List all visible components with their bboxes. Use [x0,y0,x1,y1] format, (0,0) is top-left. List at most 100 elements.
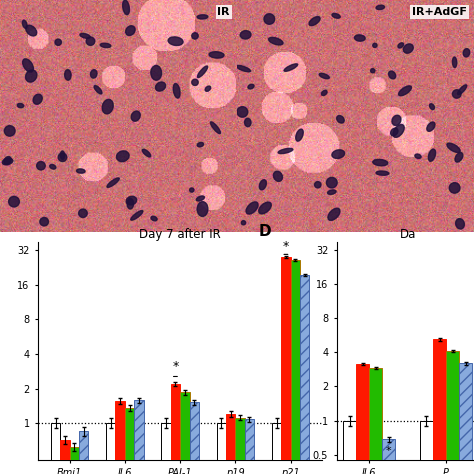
Ellipse shape [4,156,11,164]
Bar [446,351,459,474]
Text: *: * [283,240,289,253]
Ellipse shape [427,122,435,131]
Ellipse shape [296,129,303,141]
Bar [245,419,254,474]
Text: *: * [173,360,179,373]
Ellipse shape [328,190,336,194]
Ellipse shape [197,142,203,147]
Bar [343,420,356,474]
Ellipse shape [126,196,137,205]
Ellipse shape [26,25,36,36]
Ellipse shape [58,153,67,162]
Ellipse shape [376,5,384,9]
Ellipse shape [23,59,34,72]
Ellipse shape [393,125,404,137]
Ellipse shape [315,182,321,188]
Ellipse shape [9,196,19,207]
Ellipse shape [428,149,436,161]
Bar [369,368,382,474]
Ellipse shape [123,0,129,15]
Ellipse shape [328,208,340,220]
Bar [171,384,180,474]
Ellipse shape [40,218,48,226]
Ellipse shape [117,151,129,162]
Ellipse shape [327,177,337,188]
Ellipse shape [131,210,143,220]
Ellipse shape [241,221,246,225]
Ellipse shape [33,94,42,104]
Ellipse shape [269,37,283,45]
Bar [382,439,395,474]
Ellipse shape [196,196,204,201]
Ellipse shape [398,43,403,48]
Ellipse shape [64,70,71,80]
Ellipse shape [2,158,13,165]
Text: *: * [386,447,392,456]
Bar [190,402,199,474]
Ellipse shape [355,35,365,41]
Ellipse shape [376,171,389,175]
Ellipse shape [391,128,398,136]
Ellipse shape [210,122,220,134]
Ellipse shape [4,126,15,136]
Ellipse shape [126,26,135,36]
Ellipse shape [389,71,396,79]
Ellipse shape [248,84,254,89]
Ellipse shape [284,64,298,71]
Ellipse shape [259,202,271,214]
Ellipse shape [17,103,24,108]
Ellipse shape [192,33,198,39]
Ellipse shape [392,115,401,126]
Ellipse shape [151,216,157,221]
Ellipse shape [332,13,340,18]
Ellipse shape [264,14,275,24]
Bar [272,423,281,474]
Bar [106,423,116,474]
Ellipse shape [107,178,119,187]
Bar [236,418,245,474]
Ellipse shape [142,149,151,157]
Ellipse shape [36,162,45,170]
Bar [125,408,134,474]
Ellipse shape [102,100,113,114]
Bar [433,339,446,474]
Ellipse shape [79,209,87,218]
Ellipse shape [457,85,467,95]
Ellipse shape [55,39,62,46]
Ellipse shape [237,65,251,72]
Ellipse shape [371,69,375,73]
Ellipse shape [373,159,388,166]
Ellipse shape [91,70,97,78]
Ellipse shape [237,107,248,117]
Ellipse shape [240,31,251,39]
Ellipse shape [415,154,421,158]
Ellipse shape [456,219,465,229]
Bar [459,364,472,474]
Ellipse shape [168,37,183,46]
Title: Day 7 after IR: Day 7 after IR [139,228,221,241]
Bar [300,275,310,474]
Ellipse shape [447,143,460,153]
Title: Da: Da [400,228,416,241]
Text: IR: IR [218,7,230,17]
Ellipse shape [429,104,435,109]
Text: D: D [258,224,271,239]
Bar [281,257,291,474]
Ellipse shape [273,171,283,182]
Ellipse shape [403,44,413,53]
Ellipse shape [76,169,85,173]
Ellipse shape [197,66,208,78]
Ellipse shape [373,43,377,47]
Ellipse shape [453,90,461,98]
Ellipse shape [197,15,208,19]
Bar [79,431,89,474]
Bar [70,447,79,474]
Bar [51,423,60,474]
Ellipse shape [151,65,162,80]
Ellipse shape [337,116,344,123]
Ellipse shape [319,73,329,79]
Bar [60,439,70,474]
Ellipse shape [100,43,111,47]
Ellipse shape [463,49,470,57]
Bar [217,423,226,474]
